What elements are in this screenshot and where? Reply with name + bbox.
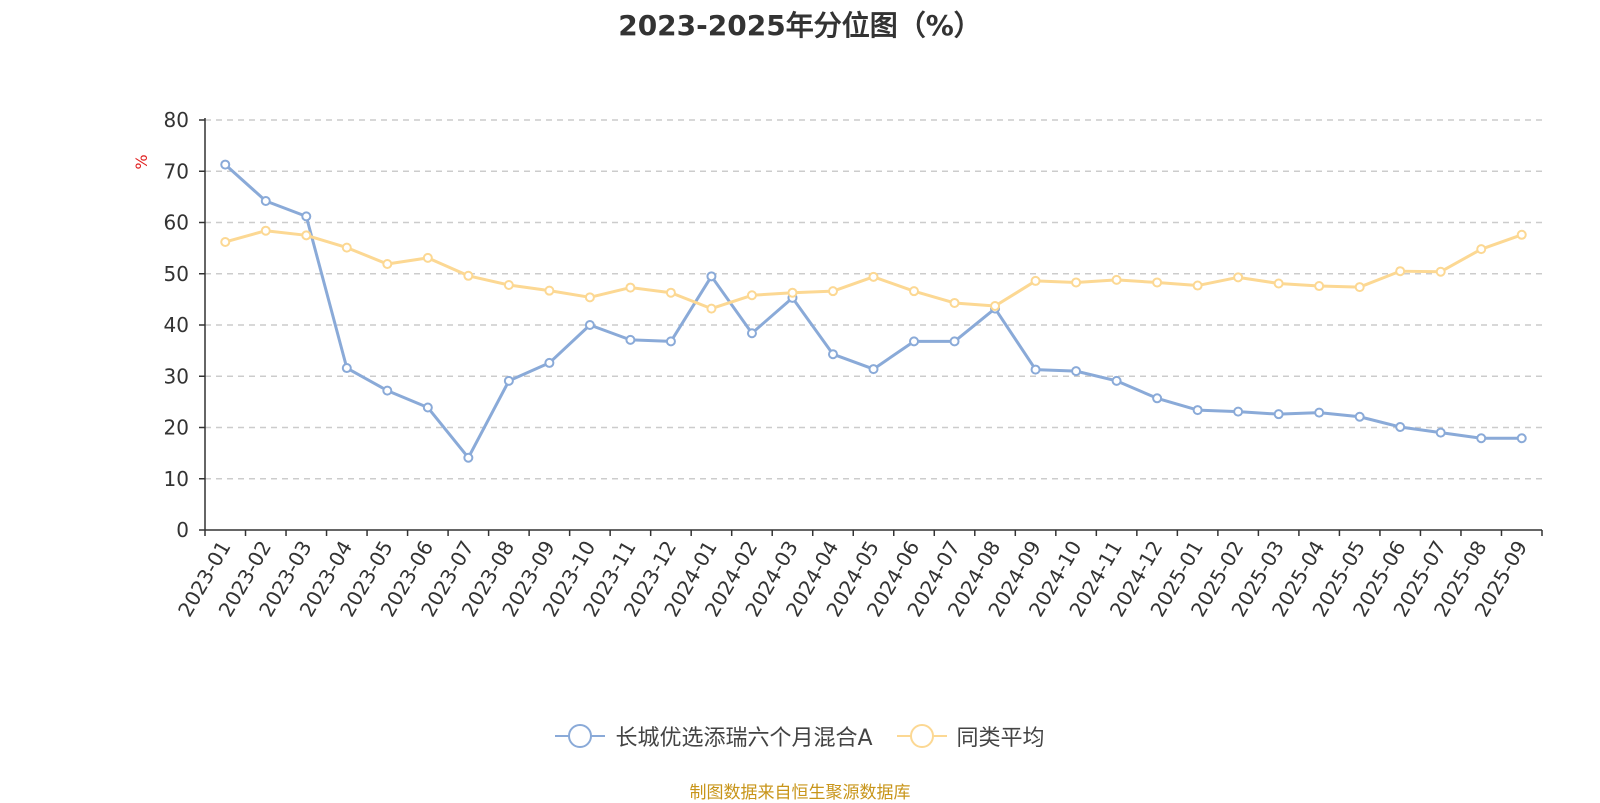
data-point-series-1	[746, 290, 757, 301]
data-point-series-0	[301, 211, 312, 222]
data-point-series-0	[1111, 375, 1122, 386]
y-tick-label: 20	[164, 416, 189, 440]
data-point-series-1	[706, 303, 717, 314]
data-point-series-1	[1273, 278, 1284, 289]
y-tick-label: 0	[176, 518, 189, 542]
data-point-series-1	[1233, 272, 1244, 283]
data-point-series-1	[1354, 282, 1365, 293]
legend-item-peer-average[interactable]: 同类平均	[896, 720, 1045, 752]
data-point-series-1	[544, 285, 555, 296]
data-point-series-0	[909, 336, 920, 347]
data-point-series-0	[544, 357, 555, 368]
data-point-series-0	[1476, 433, 1487, 444]
data-point-series-0	[1435, 427, 1446, 438]
legend-marker-peer-average-icon	[896, 723, 947, 749]
legend-marker-fund-icon	[555, 723, 606, 749]
data-point-series-0	[220, 159, 231, 170]
data-point-series-1	[1152, 277, 1163, 288]
data-point-series-1	[949, 297, 960, 308]
data-point-series-1	[1192, 280, 1203, 291]
data-point-series-0	[746, 328, 757, 339]
data-point-series-0	[1395, 421, 1406, 432]
data-point-series-0	[1030, 364, 1041, 375]
data-point-series-0	[1152, 393, 1163, 404]
y-tick-label: 30	[164, 364, 189, 388]
chart-title: 2023-2025年分位图（%）	[618, 9, 982, 42]
y-tick-label: 10	[164, 467, 189, 491]
y-tick-label: 40	[164, 313, 189, 337]
data-point-series-1	[1395, 266, 1406, 277]
data-point-series-1	[382, 259, 393, 270]
data-point-series-1	[1030, 275, 1041, 286]
data-point-series-0	[503, 375, 514, 386]
data-point-series-0	[1354, 411, 1365, 422]
data-point-series-1	[1314, 281, 1325, 292]
data-point-series-0	[1516, 433, 1527, 444]
data-point-series-1	[301, 230, 312, 241]
data-point-series-1	[1111, 274, 1122, 285]
data-point-series-0	[949, 336, 960, 347]
legend-item-fund[interactable]: 长城优选添瑞六个月混合A	[555, 720, 873, 752]
data-point-series-0	[382, 385, 393, 396]
data-point-series-1	[827, 286, 838, 297]
data-point-series-0	[827, 349, 838, 360]
series-line-1	[224, 229, 1523, 311]
y-axis-unit-label: %	[132, 154, 151, 169]
data-point-series-1	[1071, 277, 1082, 288]
legend: 长城优选添瑞六个月混合A 同类平均	[0, 720, 1600, 752]
data-point-series-1	[868, 271, 879, 282]
data-point-series-0	[1071, 366, 1082, 377]
data-point-series-0	[463, 452, 474, 463]
data-point-series-1	[422, 252, 433, 263]
legend-label-peer-average: 同类平均	[956, 726, 1045, 751]
data-point-series-1	[584, 292, 595, 303]
data-point-series-1	[220, 236, 231, 247]
y-tick-label: 50	[164, 262, 189, 286]
series-line-0	[224, 163, 1522, 460]
data-point-series-1	[1476, 244, 1487, 255]
data-point-series-1	[909, 286, 920, 297]
data-point-series-0	[1314, 407, 1325, 418]
data-point-series-1	[1435, 266, 1446, 277]
data-point-series-0	[1233, 406, 1244, 417]
data-point-series-0	[706, 271, 717, 282]
data-point-series-0	[1273, 409, 1284, 420]
data-point-series-0	[260, 195, 271, 206]
legend-label-fund: 长城优选添瑞六个月混合A	[615, 726, 873, 751]
data-point-series-0	[1192, 405, 1203, 416]
data-point-series-0	[868, 364, 879, 375]
y-tick-label: 70	[164, 159, 189, 183]
data-point-series-0	[584, 320, 595, 330]
data-point-series-0	[625, 334, 636, 345]
data-point-series-1	[341, 242, 352, 253]
data-point-series-1	[1516, 229, 1527, 240]
data-point-series-0	[665, 336, 676, 347]
data-point-series-0	[341, 363, 352, 374]
data-point-series-1	[463, 270, 474, 281]
data-source-note: 制图数据来自恒生聚源数据库	[689, 783, 911, 803]
data-point-series-1	[260, 225, 271, 236]
data-point-series-1	[665, 287, 676, 298]
data-point-series-1	[990, 301, 1001, 312]
y-tick-label: 60	[164, 211, 189, 235]
y-tick-label: 80	[164, 108, 189, 132]
data-point-series-1	[625, 282, 636, 293]
data-point-series-1	[503, 280, 514, 291]
data-point-series-1	[787, 287, 798, 298]
data-point-series-0	[422, 402, 433, 413]
